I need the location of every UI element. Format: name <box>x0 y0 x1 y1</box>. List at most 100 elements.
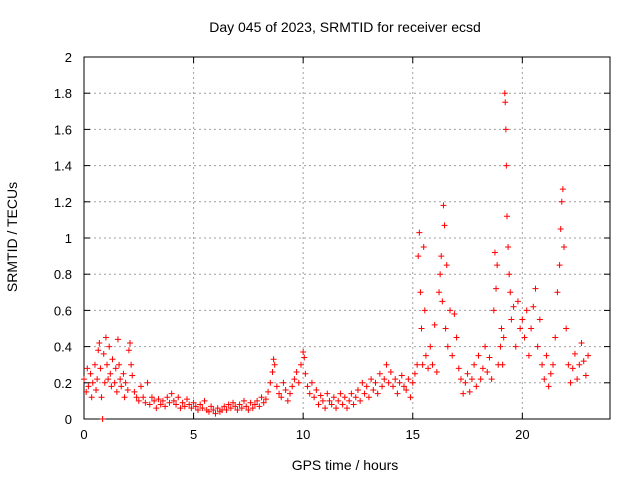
data-point <box>558 198 565 205</box>
y-tick-label: 0.6 <box>54 303 72 318</box>
data-point <box>484 368 491 375</box>
data-point <box>184 396 191 403</box>
data-point <box>197 401 204 408</box>
y-tick-label: 1.8 <box>54 86 72 101</box>
data-point <box>437 271 444 278</box>
x-tick-label: 0 <box>80 427 87 442</box>
data-point <box>137 383 144 390</box>
data-point <box>121 394 128 401</box>
data-point <box>571 350 578 357</box>
data-point <box>106 343 113 350</box>
data-point <box>539 361 546 368</box>
data-point <box>502 126 509 133</box>
data-point <box>341 394 348 401</box>
data-point <box>536 316 543 323</box>
plot-frame <box>83 56 611 420</box>
data-point <box>114 336 121 343</box>
x-tick-label: 5 <box>190 427 197 442</box>
data-point <box>420 244 427 251</box>
data-point <box>210 406 217 413</box>
data-point <box>547 370 554 377</box>
data-point <box>256 403 263 410</box>
data-point <box>440 202 447 209</box>
data-point <box>293 368 300 375</box>
chart-title: Day 045 of 2023, SRMTID for receiver ecs… <box>209 19 481 35</box>
data-point <box>379 383 386 390</box>
data-point <box>447 307 454 314</box>
data-point <box>95 347 102 354</box>
axes <box>83 56 611 420</box>
data-point <box>457 376 464 383</box>
data-point <box>83 388 90 395</box>
data-point <box>387 368 394 375</box>
data-point <box>190 399 197 406</box>
data-point <box>425 365 432 372</box>
data-point <box>503 213 510 220</box>
data-point <box>455 365 462 372</box>
data-point <box>107 370 114 377</box>
data-point <box>580 358 587 365</box>
data-point <box>441 222 448 229</box>
data-point <box>104 361 111 368</box>
data-point <box>146 401 153 408</box>
data-point <box>164 394 171 401</box>
data-point <box>335 397 342 404</box>
data-point <box>501 90 508 97</box>
data-point <box>563 325 570 332</box>
data-point <box>499 361 506 368</box>
data-point <box>500 334 507 341</box>
data-point <box>131 388 138 395</box>
data-point <box>133 394 140 401</box>
data-point <box>494 262 501 269</box>
data-point <box>116 361 123 368</box>
data-point <box>153 405 160 412</box>
data-point <box>475 352 482 359</box>
data-point <box>431 321 438 328</box>
data-point <box>449 352 456 359</box>
data-point <box>532 285 539 292</box>
data-point <box>258 394 265 401</box>
data-point <box>490 307 497 314</box>
data-point <box>502 99 509 106</box>
y-tick-label: 1.2 <box>54 195 72 210</box>
data-point <box>585 352 592 359</box>
data-point <box>262 396 269 403</box>
data-point <box>81 376 87 383</box>
data-point <box>419 361 426 368</box>
data-point <box>541 376 548 383</box>
data-point <box>84 365 91 372</box>
data-point <box>554 289 561 296</box>
data-point <box>436 289 443 296</box>
data-point <box>438 253 445 260</box>
data-point <box>422 352 429 359</box>
data-point <box>100 350 107 357</box>
data-point <box>460 390 467 397</box>
data-point <box>194 406 201 413</box>
y-tick-label: 2 <box>65 50 72 65</box>
data-point <box>234 406 241 413</box>
data-point <box>322 405 329 412</box>
data-point <box>346 397 353 404</box>
data-point <box>129 372 136 379</box>
data-point <box>117 376 124 383</box>
data-point <box>223 406 230 413</box>
ticks: 00.20.40.60.811.21.41.61.820 5 10 15 20 <box>54 50 610 442</box>
data-point <box>517 325 524 332</box>
data-point <box>528 325 535 332</box>
data-point <box>108 383 115 390</box>
data-point <box>306 390 313 397</box>
data-point <box>503 162 510 169</box>
data-point <box>111 379 118 386</box>
data-point <box>280 379 287 386</box>
data-point <box>289 383 296 390</box>
data-point <box>188 405 195 412</box>
data-point <box>376 370 383 377</box>
data-point <box>99 416 106 422</box>
data-point <box>507 289 514 296</box>
data-point <box>102 334 109 341</box>
data-point <box>498 325 505 332</box>
data-point <box>302 370 309 377</box>
data-point <box>510 303 517 310</box>
data-point <box>359 379 366 386</box>
